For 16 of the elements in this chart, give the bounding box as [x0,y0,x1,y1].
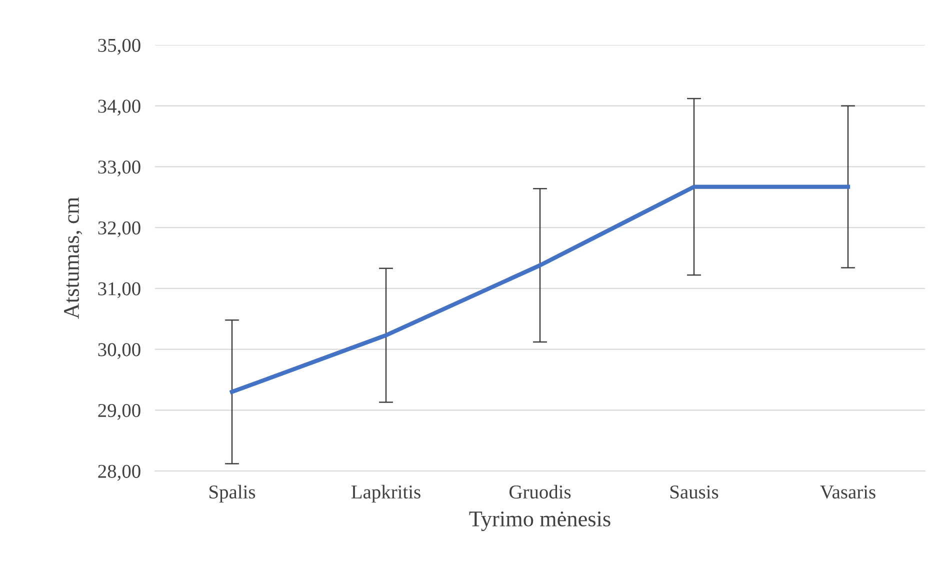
y-tick-label: 28,00 [98,464,140,481]
x-axis-title: Tyrimo mėnesis [469,512,610,532]
y-tick-label: 34,00 [98,100,140,116]
line-series [230,184,850,394]
x-tick-label: Spalis [210,484,256,503]
x-tick-label: Vasaris [820,486,876,499]
y-tick-label: 35,00 [98,38,140,55]
y-tick-label: 32,00 [98,221,140,238]
y-axis-title: Atstumas, cm [64,197,82,319]
y-tick-label: 31,00 [98,282,140,298]
x-tick-label: Sausis [670,486,718,499]
x-tick-label: Gruodis [509,484,571,499]
y-tick-label: 30,00 [98,343,140,360]
y-tick-label: 33,00 [98,160,140,176]
y-tick-label: 29,00 [98,404,140,420]
x-tick-label: Lapkritis [351,484,420,503]
